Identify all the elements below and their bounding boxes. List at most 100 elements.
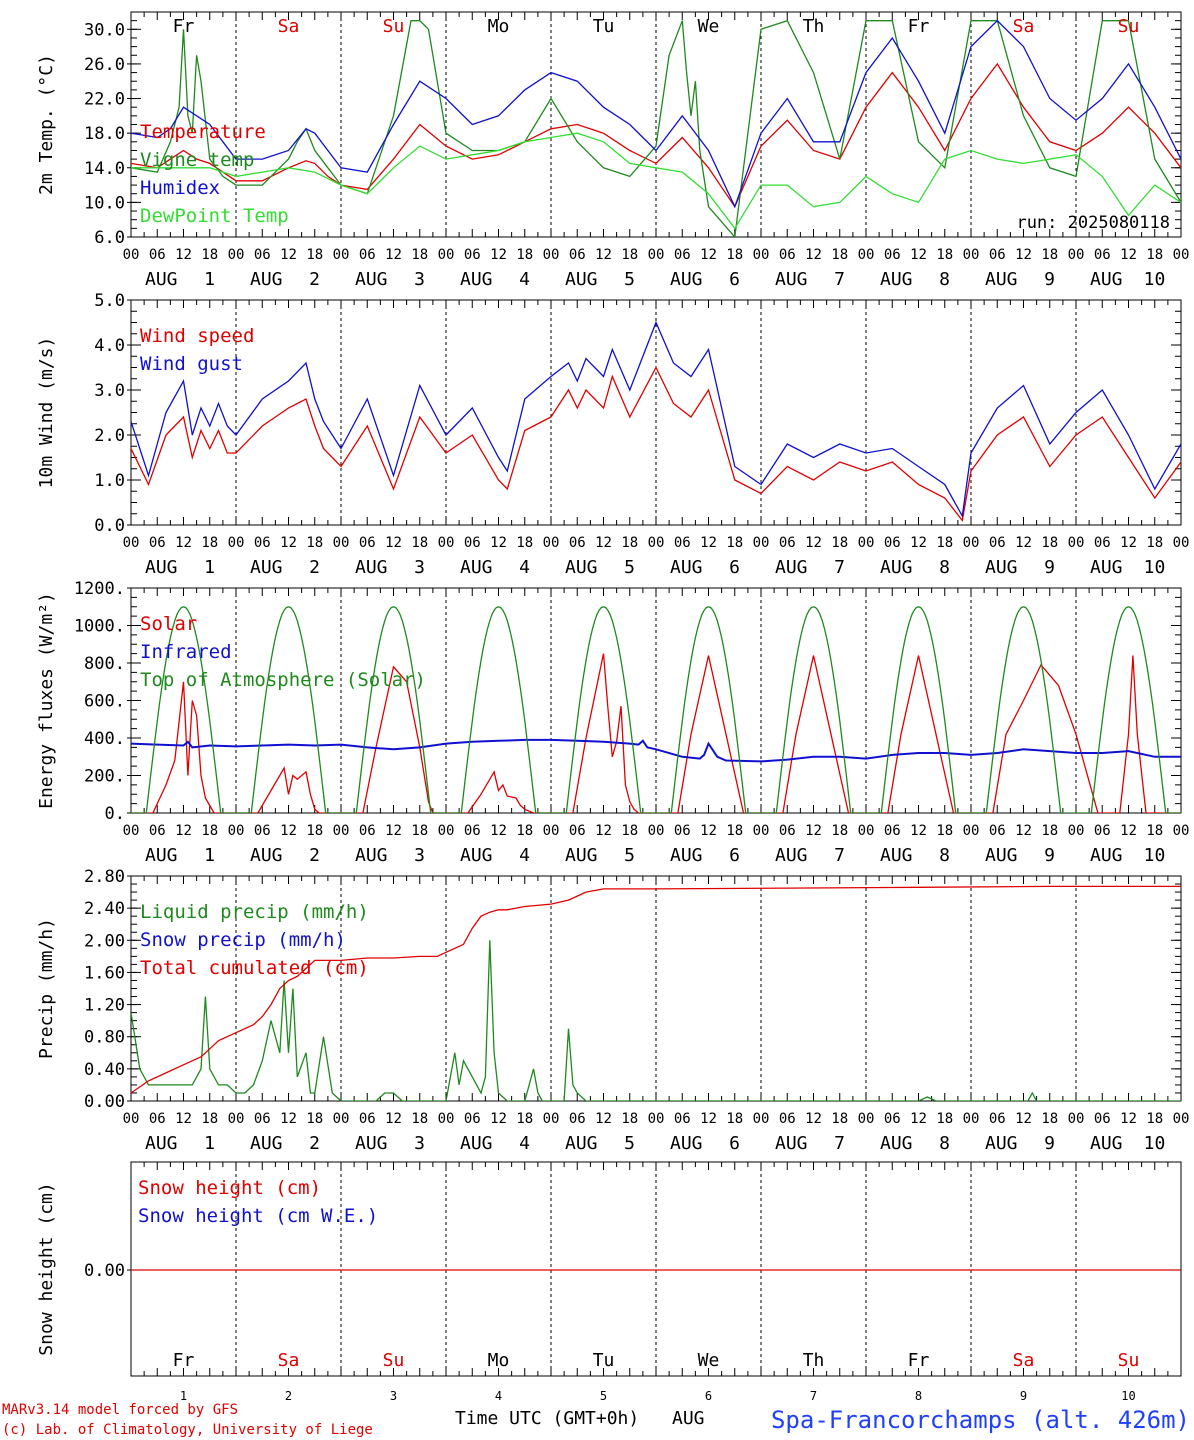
hour-tick-label: 18 — [831, 823, 848, 839]
day-number-label: 7 — [810, 1389, 817, 1403]
run-label: run: 2025080118 — [1016, 213, 1170, 233]
hour-tick-label: 12 — [1120, 535, 1137, 551]
weekday-label: Su — [383, 16, 405, 37]
hour-tick-label: 18 — [726, 1111, 743, 1127]
y-tick-label: 6.0 — [94, 228, 125, 248]
legend-entry: Vigne temp — [140, 149, 254, 171]
day-number-label: 5 — [624, 557, 635, 578]
hour-tick-label: 06 — [674, 535, 691, 551]
day-number-label: 9 — [1044, 1133, 1055, 1154]
credit-line-1: MARv3.14 model forced by GFS — [2, 1402, 238, 1418]
hour-tick-label: 12 — [385, 823, 402, 839]
month-label: AUG — [670, 557, 703, 578]
hour-tick-label: 06 — [464, 535, 481, 551]
hour-tick-label: 18 — [201, 823, 218, 839]
y-axis-label: Energy fluxes (W/m²) — [36, 592, 57, 809]
y-tick-label: 26.0 — [84, 55, 125, 75]
legend-entry: Humidex — [140, 177, 220, 199]
hour-tick-label: 06 — [884, 247, 901, 263]
hour-tick-label: 00 — [753, 247, 770, 263]
hour-tick-label: 00 — [1173, 247, 1190, 263]
day-number-label: 2 — [285, 1389, 292, 1403]
hour-tick-label: 18 — [1041, 247, 1058, 263]
day-number-label: 2 — [309, 845, 320, 866]
hour-tick-label: 12 — [700, 823, 717, 839]
hour-tick-label: 12 — [175, 1111, 192, 1127]
hour-tick-label: 00 — [648, 247, 665, 263]
hour-tick-label: 06 — [674, 247, 691, 263]
hour-tick-label: 06 — [779, 1111, 796, 1127]
hour-tick-label: 06 — [1094, 823, 1111, 839]
credit-line-2: (c) Lab. of Climatology, University of L… — [2, 1422, 373, 1438]
day-number-label: 4 — [519, 845, 530, 866]
y-axis-label: 10m Wind (m/s) — [36, 337, 57, 489]
hour-tick-label: 18 — [1146, 1111, 1163, 1127]
hour-tick-label: 12 — [490, 535, 507, 551]
y-tick-label: 2.80 — [84, 867, 125, 887]
month-label: AUG — [670, 1133, 703, 1154]
hour-tick-label: 00 — [438, 823, 455, 839]
weekday-label: Su — [1118, 1350, 1140, 1371]
hour-tick-label: 06 — [464, 823, 481, 839]
hour-tick-label: 00 — [1173, 1111, 1190, 1127]
hour-tick-label: 12 — [910, 1111, 927, 1127]
hour-tick-label: 12 — [700, 247, 717, 263]
chart-panels: 6.010.014.018.022.026.030.02m Temp. (°C)… — [36, 11, 1190, 1403]
hour-tick-label: 00 — [438, 247, 455, 263]
day-number-label: 4 — [519, 269, 530, 290]
hour-tick-label: 06 — [989, 247, 1006, 263]
month-label: AUG — [775, 557, 808, 578]
hour-tick-label: 12 — [280, 1111, 297, 1127]
panel-1: 6.0 10.0 14.0 18.0 22.0 26.0 30.0 2m Temp. (°C)… — [36, 11, 1190, 290]
y-axis-label: Precip (mm/h) — [36, 918, 57, 1059]
month-label: AUG — [775, 269, 808, 290]
day-number-label: 4 — [519, 557, 530, 578]
hour-tick-label: 00 — [228, 535, 245, 551]
hour-tick-label: 00 — [963, 247, 980, 263]
series-line-temperature — [131, 62, 1181, 209]
weekday-label: We — [698, 16, 720, 37]
hour-tick-label: 06 — [674, 823, 691, 839]
hour-tick-label: 18 — [411, 535, 428, 551]
hour-tick-label: 00 — [333, 823, 350, 839]
hour-tick-label: 06 — [779, 535, 796, 551]
weekday-label: Su — [383, 1350, 405, 1371]
legend-entry: DewPoint Temp — [140, 205, 289, 227]
day-number-label: 5 — [600, 1389, 607, 1403]
month-label: AUG — [145, 557, 178, 578]
hour-tick-label: 12 — [1120, 823, 1137, 839]
weekday-label: Su — [1118, 16, 1140, 37]
hour-tick-label: 18 — [831, 535, 848, 551]
hour-tick-label: 12 — [280, 535, 297, 551]
weekday-label: Fr — [908, 1350, 930, 1371]
y-tick-label: 800. — [84, 654, 125, 674]
hour-tick-label: 18 — [306, 1111, 323, 1127]
hour-tick-label: 12 — [385, 247, 402, 263]
hour-tick-label: 06 — [1094, 1111, 1111, 1127]
hour-tick-label: 18 — [621, 823, 638, 839]
hour-tick-label: 00 — [753, 535, 770, 551]
day-number-label: 10 — [1144, 557, 1166, 578]
day-number-label: 5 — [624, 269, 635, 290]
hour-tick-label: 06 — [149, 1111, 166, 1127]
hour-tick-label: 18 — [411, 1111, 428, 1127]
hour-tick-label: 18 — [936, 823, 953, 839]
series-line-total-cumulated-cm- — [131, 885, 1181, 1094]
hour-tick-label: 12 — [280, 823, 297, 839]
hour-tick-label: 00 — [123, 535, 140, 551]
day-number-label: 8 — [939, 557, 950, 578]
legend-entry: Temperature — [140, 121, 266, 143]
series-line-solar — [131, 653, 1181, 813]
hour-tick-label: 12 — [1015, 247, 1032, 263]
hour-tick-label: 00 — [1068, 823, 1085, 839]
legend-entry: Snow precip (mm/h) — [140, 929, 346, 951]
hour-tick-label: 12 — [175, 247, 192, 263]
day-number-label: 1 — [204, 1133, 215, 1154]
month-label: AUG — [985, 1133, 1018, 1154]
hour-tick-label: 18 — [936, 247, 953, 263]
hour-tick-label: 12 — [1015, 823, 1032, 839]
weekday-label: We — [698, 1350, 720, 1371]
month-label: AUG — [460, 1133, 493, 1154]
hour-tick-label: 00 — [963, 535, 980, 551]
